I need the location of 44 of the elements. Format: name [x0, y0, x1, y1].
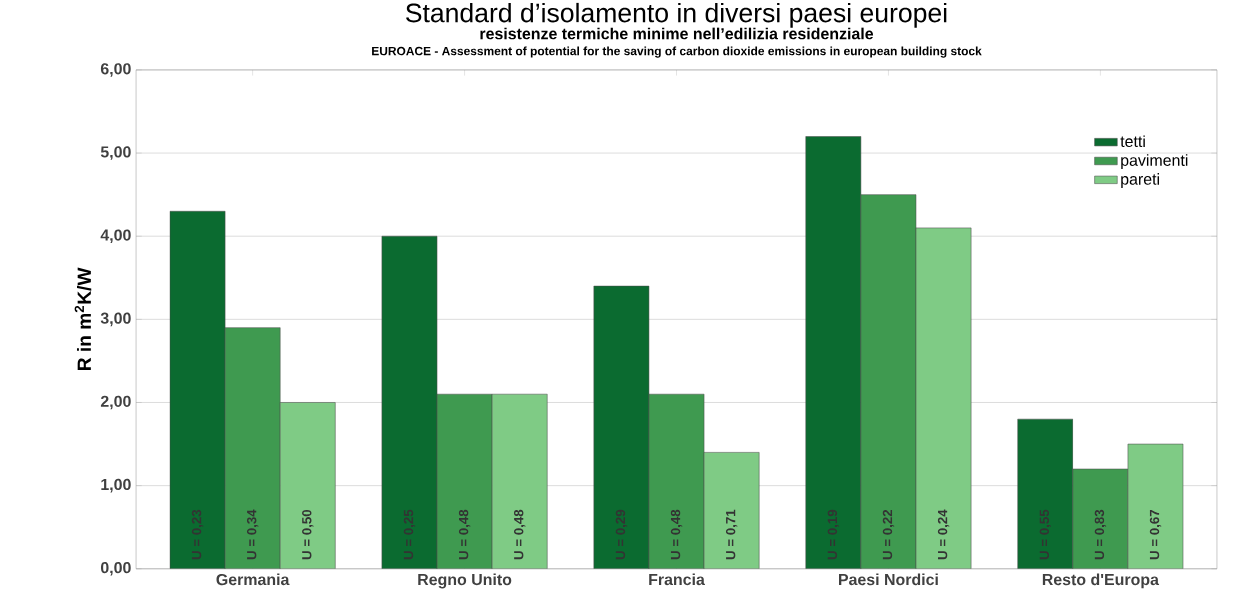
- annotation: U = 0,34: [246, 509, 259, 560]
- annotation: U = 0,48: [514, 509, 526, 560]
- annotation: U = 0,71: [725, 509, 738, 560]
- bar: [915, 227, 972, 569]
- legend-label: pavimenti: [1121, 154, 1188, 170]
- y-axis-title: R in m$^{2}$K/W: [74, 267, 92, 371]
- annotation: U = 0,48: [458, 509, 471, 560]
- annotation: U = 0,23: [191, 509, 204, 560]
- y-tick-label: 4,00: [100, 229, 131, 244]
- annotation: U = 0,29: [615, 509, 628, 560]
- x-tick-label: Germania: [216, 573, 290, 586]
- chart-title: Standard d’isolamento in diversi paesi europei: [405, 2, 947, 28]
- annotation: U = 0,50: [302, 509, 314, 560]
- bar: [648, 394, 705, 569]
- y-tick-label: 1,00: [101, 478, 131, 493]
- bar: [1127, 443, 1184, 569]
- bar: [279, 402, 336, 569]
- legend-label: tetti: [1120, 135, 1145, 148]
- bar: [224, 327, 281, 569]
- y-tick-label: 3,00: [100, 312, 131, 327]
- annotation: U = 0,22: [882, 509, 895, 560]
- annotation: U = 0,24: [937, 509, 950, 560]
- chart-subtitle: resistenze termiche minime nell’edilizia residenziale: [480, 27, 874, 40]
- bar: [860, 194, 917, 569]
- bar: [491, 394, 548, 569]
- y-tick-label: 6,00: [100, 63, 131, 77]
- x-tick-label: Francia: [649, 573, 705, 586]
- x-tick-label: Paesi Nordici: [839, 573, 938, 586]
- annotation: U = 0,19: [827, 509, 840, 560]
- y-tick-label: 5,00: [100, 146, 131, 160]
- bar: [1072, 468, 1129, 569]
- legend-label: pareti: [1121, 173, 1159, 189]
- annotation: U = 0,67: [1149, 510, 1162, 560]
- y-tick-label: 2,00: [100, 395, 131, 410]
- annotation: U = 0,83: [1094, 509, 1107, 560]
- annotation: U = 0,25: [403, 509, 416, 560]
- bar: [703, 452, 760, 569]
- y-tick-label: 0,00: [100, 562, 131, 576]
- x-tick-label: Regno Unito: [418, 573, 512, 589]
- annotation: U = 0,48: [670, 509, 683, 560]
- bar: [436, 394, 493, 569]
- text: EUROACE - Assessment of potential for the saving of carbon dioxide emissions in european building stock: [372, 46, 982, 58]
- x-tick-label: Resto d'Europa: [1042, 573, 1160, 589]
- annotation: U = 0,55: [1039, 509, 1051, 560]
